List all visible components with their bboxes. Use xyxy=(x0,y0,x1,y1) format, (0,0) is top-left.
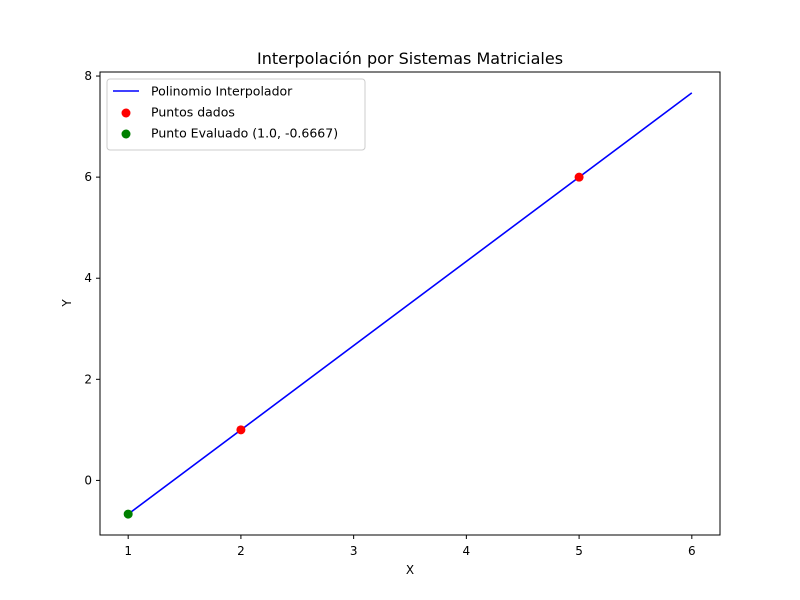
axis-ticks: 1 2 3 4 5 6 0 2 4 6 8 xyxy=(84,69,695,558)
x-axis-label: X xyxy=(406,563,414,577)
data-point-1-0 xyxy=(236,425,246,435)
legend-label: Puntos dados xyxy=(151,105,235,120)
plot-frame xyxy=(99,71,721,536)
x-tick-label: 2 xyxy=(237,544,245,558)
x-tick-label: 4 xyxy=(463,544,471,558)
x-tick-label: 6 xyxy=(688,544,696,558)
data-point-1-1 xyxy=(574,172,584,182)
x-tick-label: 3 xyxy=(350,544,358,558)
y-tick-label: 0 xyxy=(84,473,92,487)
y-tick-label: 2 xyxy=(84,372,92,386)
y-tick-label: 6 xyxy=(84,170,92,184)
series-line-0 xyxy=(127,92,693,515)
x-tick-label: 1 xyxy=(124,544,132,558)
legend-box xyxy=(106,78,366,151)
y-tick-label: 8 xyxy=(84,69,92,83)
y-axis-label: Y xyxy=(60,299,74,308)
plot-area xyxy=(99,71,721,536)
legend-marker-swatch xyxy=(121,129,131,139)
legend-marker-swatch xyxy=(121,108,131,118)
legend-label: Polinomio Interpolador xyxy=(151,84,293,99)
legend: Polinomio Interpolador Puntos dados Punto … xyxy=(106,78,366,151)
chart-title: Interpolación por Sistemas Matriciales xyxy=(257,49,563,68)
legend-label: Punto Evaluado (1.0, -0.6667) xyxy=(151,126,338,141)
y-tick-label: 4 xyxy=(84,271,92,285)
data-point-2-0 xyxy=(123,509,133,519)
x-tick-label: 5 xyxy=(575,544,583,558)
